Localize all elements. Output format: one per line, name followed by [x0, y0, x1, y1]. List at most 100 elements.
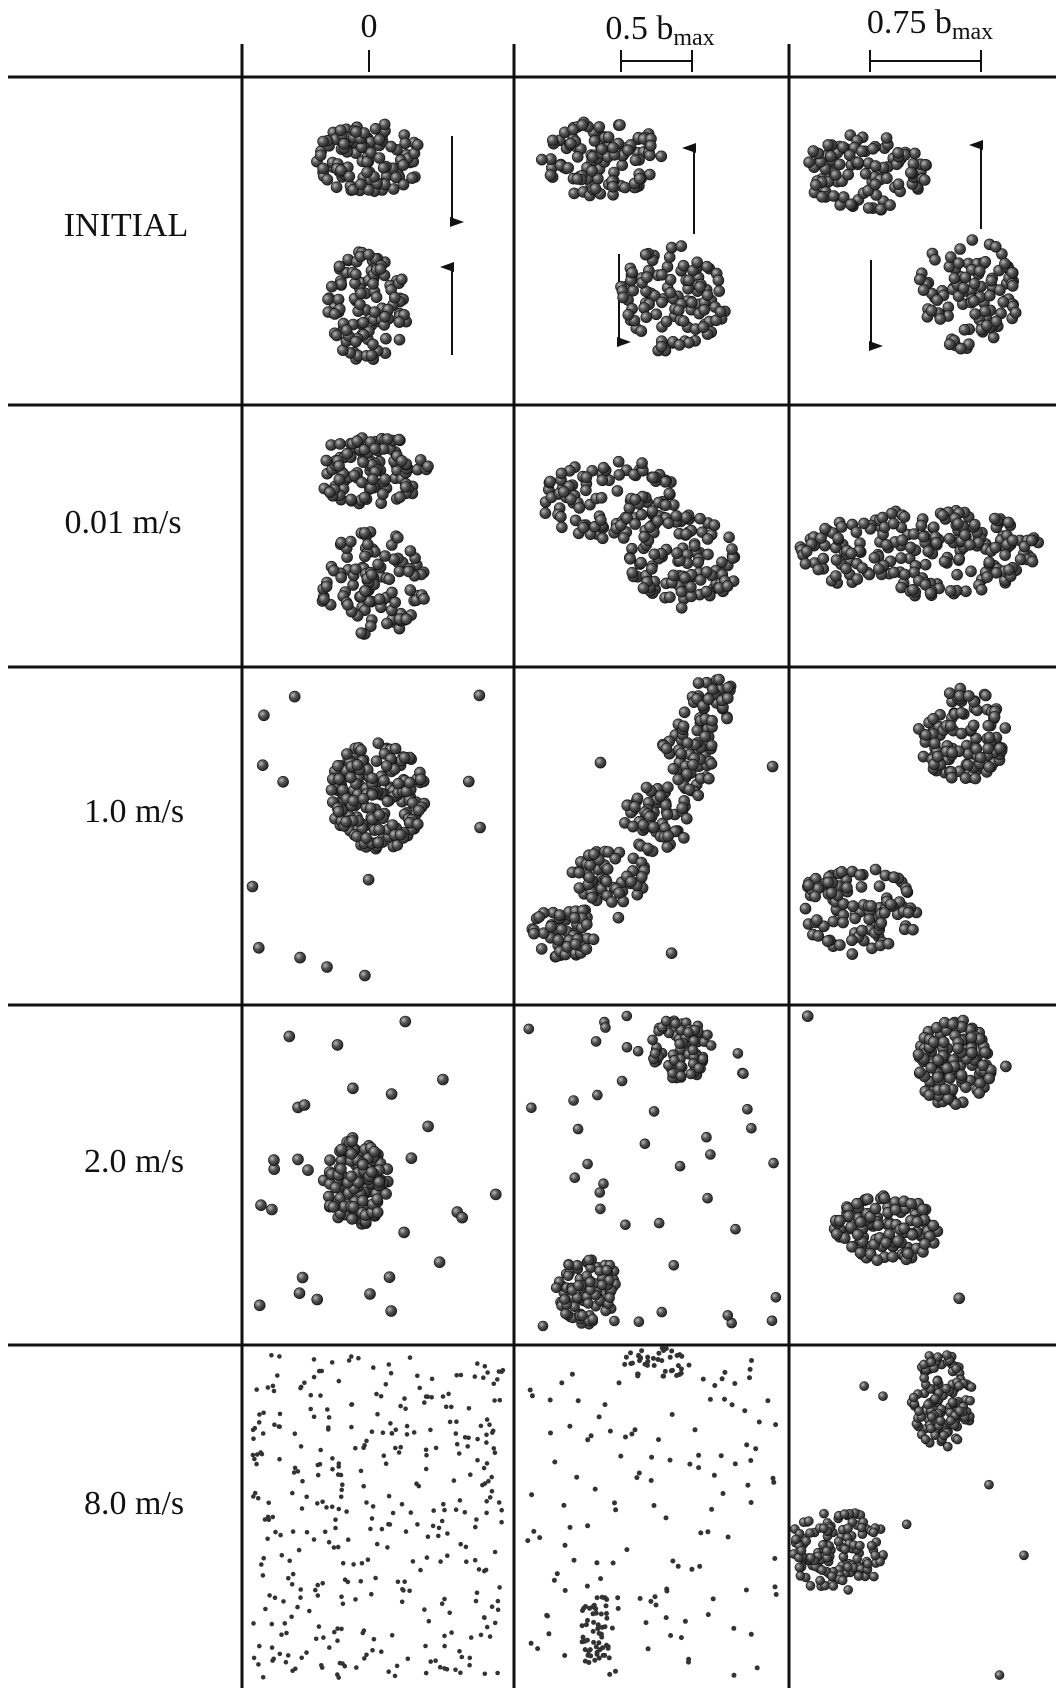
row-label: INITIAL [64, 207, 189, 244]
particle [624, 552, 637, 565]
particle [648, 1598, 654, 1604]
particle [659, 499, 672, 512]
particle [999, 257, 1011, 270]
particle [351, 830, 363, 843]
particle [381, 1453, 387, 1458]
particle [489, 1474, 495, 1480]
particle [612, 1500, 617, 1506]
particle [926, 1412, 937, 1422]
particle [766, 760, 779, 773]
particle [661, 1348, 667, 1353]
particle [884, 898, 897, 911]
particle [641, 271, 653, 284]
particle [580, 1608, 585, 1613]
particle [481, 1375, 486, 1380]
particle [359, 969, 371, 982]
particle [638, 530, 651, 543]
particle [637, 582, 650, 595]
particle [277, 1354, 282, 1359]
particle [378, 774, 390, 787]
particle [607, 1671, 613, 1677]
particle [904, 166, 917, 179]
particle [338, 138, 350, 150]
particle [837, 141, 849, 153]
particle [645, 1646, 651, 1652]
particle [453, 1667, 458, 1673]
particle [398, 1403, 403, 1409]
particle [495, 1377, 500, 1382]
particle [329, 1504, 335, 1510]
particle [491, 1446, 497, 1451]
particle [821, 935, 834, 947]
particle [773, 1592, 779, 1597]
particle [911, 1216, 924, 1228]
particle [372, 558, 384, 571]
particle [361, 166, 373, 178]
particle [580, 471, 593, 484]
particle [595, 514, 607, 526]
row-label: 2.0 m/s [84, 1143, 184, 1180]
particle [943, 338, 956, 351]
particle [335, 1672, 340, 1677]
particle [686, 1362, 692, 1368]
particle [585, 1523, 591, 1529]
particle [333, 1525, 338, 1531]
particle [944, 719, 957, 732]
particle [563, 1259, 575, 1270]
particle [299, 1655, 305, 1661]
particle [618, 1453, 624, 1459]
particle [802, 879, 815, 891]
row-label: 1.0 m/s [84, 793, 184, 830]
particle [313, 1636, 319, 1642]
particle [639, 248, 652, 261]
particle [821, 1546, 832, 1556]
particle [843, 1523, 853, 1533]
particle [747, 1375, 752, 1381]
particle [693, 1062, 705, 1074]
particle [721, 692, 734, 704]
particle [959, 271, 972, 284]
particle [475, 1361, 480, 1366]
particle [568, 1095, 579, 1106]
particle [909, 147, 921, 160]
particle [364, 620, 377, 633]
particle [612, 911, 625, 924]
particle [393, 333, 406, 346]
particle [954, 243, 966, 255]
particle [379, 1526, 385, 1532]
particle [930, 537, 943, 549]
particle [489, 1604, 495, 1609]
particle [399, 1599, 405, 1605]
particle [386, 586, 398, 599]
particle [606, 896, 618, 908]
particle [678, 1635, 684, 1641]
particle [919, 1238, 931, 1250]
column-header-text: 0.5 b [605, 10, 673, 47]
particle [677, 720, 690, 733]
particle [722, 681, 735, 694]
particle [335, 1544, 341, 1550]
particle [372, 737, 385, 750]
particle [313, 1587, 318, 1593]
particle [261, 1410, 266, 1416]
particle [364, 1288, 376, 1300]
particle [478, 1423, 484, 1429]
particle [944, 1072, 956, 1084]
particle [397, 178, 410, 191]
particle [683, 274, 695, 287]
particle [355, 287, 367, 300]
particle [423, 1466, 429, 1472]
particle [569, 1371, 575, 1377]
particle [973, 1087, 986, 1099]
particle [341, 447, 354, 460]
particle [945, 1415, 956, 1426]
column-header-subscript: max [952, 19, 993, 45]
particle [326, 1539, 332, 1545]
particle [484, 1624, 490, 1630]
particle [277, 1424, 283, 1429]
particle [889, 1203, 902, 1216]
particle [340, 815, 352, 828]
particle [626, 266, 639, 279]
particle [354, 1665, 359, 1670]
particle [648, 548, 661, 561]
